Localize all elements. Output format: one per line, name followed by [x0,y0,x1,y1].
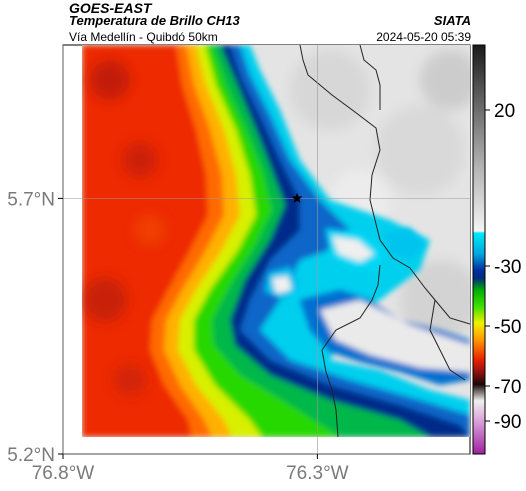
colorbar-tick-label-4: -90 [494,412,521,433]
y-tick-label-0: 5.7°N [7,189,55,210]
colorbar-tick-label-2: -50 [494,317,521,338]
timestamp: 2024-05-20 05:39 [376,30,471,44]
colorbar-tick-label-0: 20 [494,101,515,122]
colorbar-tick-label-1: -30 [494,257,521,278]
star-icon [291,192,303,203]
location-marker-star-icon [291,192,303,203]
department-boundary [299,45,470,325]
map-axes-ticks: 76.8°W 76.3°W 5.7°N 5.2°N [7,189,348,484]
map-gridlines [62,45,470,455]
region-subtitle: Vía Medellín - Quibdó 50km [69,30,218,44]
y-tick-label-1: 5.2°N [7,445,55,466]
satellite-name: GOES-EAST [69,0,152,16]
municipal-boundary-north [359,45,381,110]
colorbar-tick-label-3: -70 [494,377,521,398]
x-tick-label-1: 76.3°W [286,463,349,484]
colorbar-ticks: 20 -30 -50 -70 -90 [485,101,521,433]
brightness-temperature-field [82,45,470,437]
x-tick-label-0: 76.8°W [32,463,95,484]
municipal-boundary [429,299,466,381]
product-title: Temperatura de Brillo CH13 [69,13,240,28]
department-boundary-south [321,264,381,437]
colorbar [472,44,486,455]
organization: SIATA [433,13,471,28]
